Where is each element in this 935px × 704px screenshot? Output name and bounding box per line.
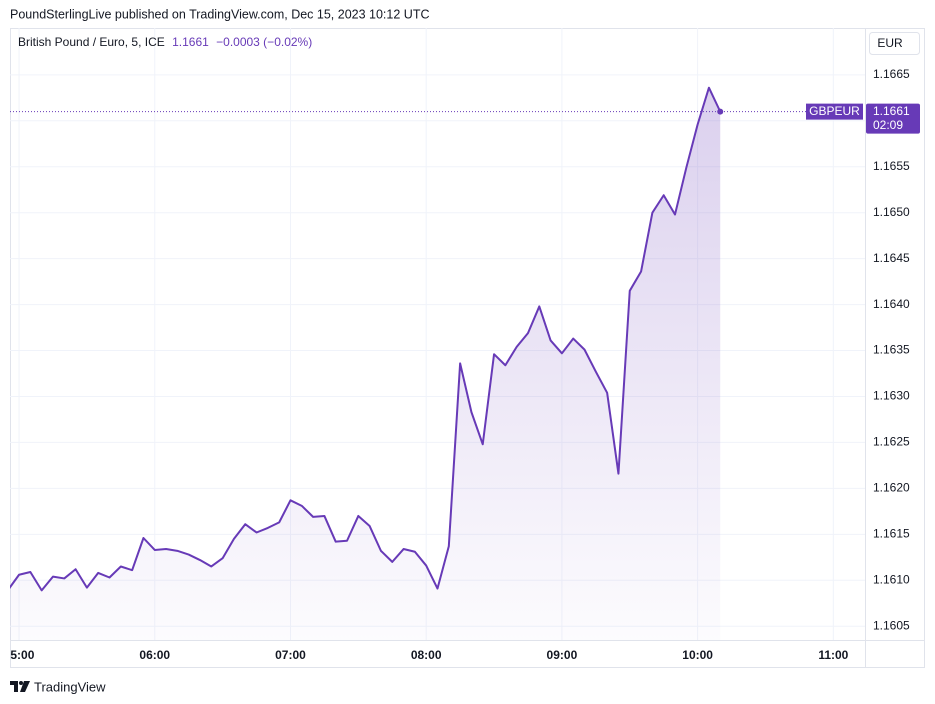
price-tag-box xyxy=(866,103,920,134)
last-point xyxy=(717,108,724,115)
brand-name: TradingView xyxy=(34,679,106,694)
price-tag-value: 1.1661 xyxy=(873,104,910,118)
y-tick-label: 1.1635 xyxy=(873,343,910,357)
y-tick-label: 1.1615 xyxy=(873,526,910,540)
x-tick-label: 08:00 xyxy=(411,648,442,662)
legend: British Pound / Euro, 5, ICE 1.1661 −0.0… xyxy=(18,35,312,49)
symbol-tag-box xyxy=(806,103,863,120)
y-tick-label: 1.1655 xyxy=(873,159,910,173)
price-tag-countdown: 02:09 xyxy=(873,118,903,132)
y-tick-label: 1.1625 xyxy=(873,435,910,449)
legend-title: British Pound / Euro, 5, ICE xyxy=(18,35,165,49)
y-tick-label: 1.1620 xyxy=(873,481,910,495)
x-tick-label: 06:00 xyxy=(139,648,170,662)
legend-change: −0.0003 (−0.02%) xyxy=(216,35,312,49)
x-tick-label: 10:00 xyxy=(682,648,713,662)
y-tick-label: 1.1645 xyxy=(873,251,910,265)
x-tick-label: 09:00 xyxy=(547,648,578,662)
y-tick-label: 1.1610 xyxy=(873,572,910,586)
price-axis: 1.1605 1.1610 1.1615 1.1620 1.1625 1.1630 1.16… xyxy=(873,67,910,632)
y-tick-label: 1.1630 xyxy=(873,389,910,403)
area xyxy=(10,87,721,640)
line xyxy=(10,86,722,592)
y-tick-label: 1.1665 xyxy=(873,67,910,81)
grid xyxy=(10,28,865,640)
header: PoundSterlingLive published on TradingVi… xyxy=(10,7,429,21)
x-tick-label: 05:00 xyxy=(4,648,35,662)
chart-frame xyxy=(10,28,925,668)
x-tick-label: 07:00 xyxy=(275,648,306,662)
currency-button[interactable] xyxy=(869,32,920,55)
plot-area xyxy=(10,86,865,640)
brand-logo xyxy=(10,681,30,692)
legend-price: 1.1661 xyxy=(172,35,209,49)
time-axis: 05:00 06:00 07:00 08:00 09:00 10:00 11:00 xyxy=(4,648,849,662)
y-tick-label: 1.1650 xyxy=(873,205,910,219)
symbol-tag-label: GBPEUR xyxy=(809,104,860,118)
y-tick-label: 1.1640 xyxy=(873,297,910,311)
currency-label: EUR xyxy=(877,36,903,50)
y-tick-label: 1.1605 xyxy=(873,618,910,632)
x-tick-label: 11:00 xyxy=(818,648,848,662)
